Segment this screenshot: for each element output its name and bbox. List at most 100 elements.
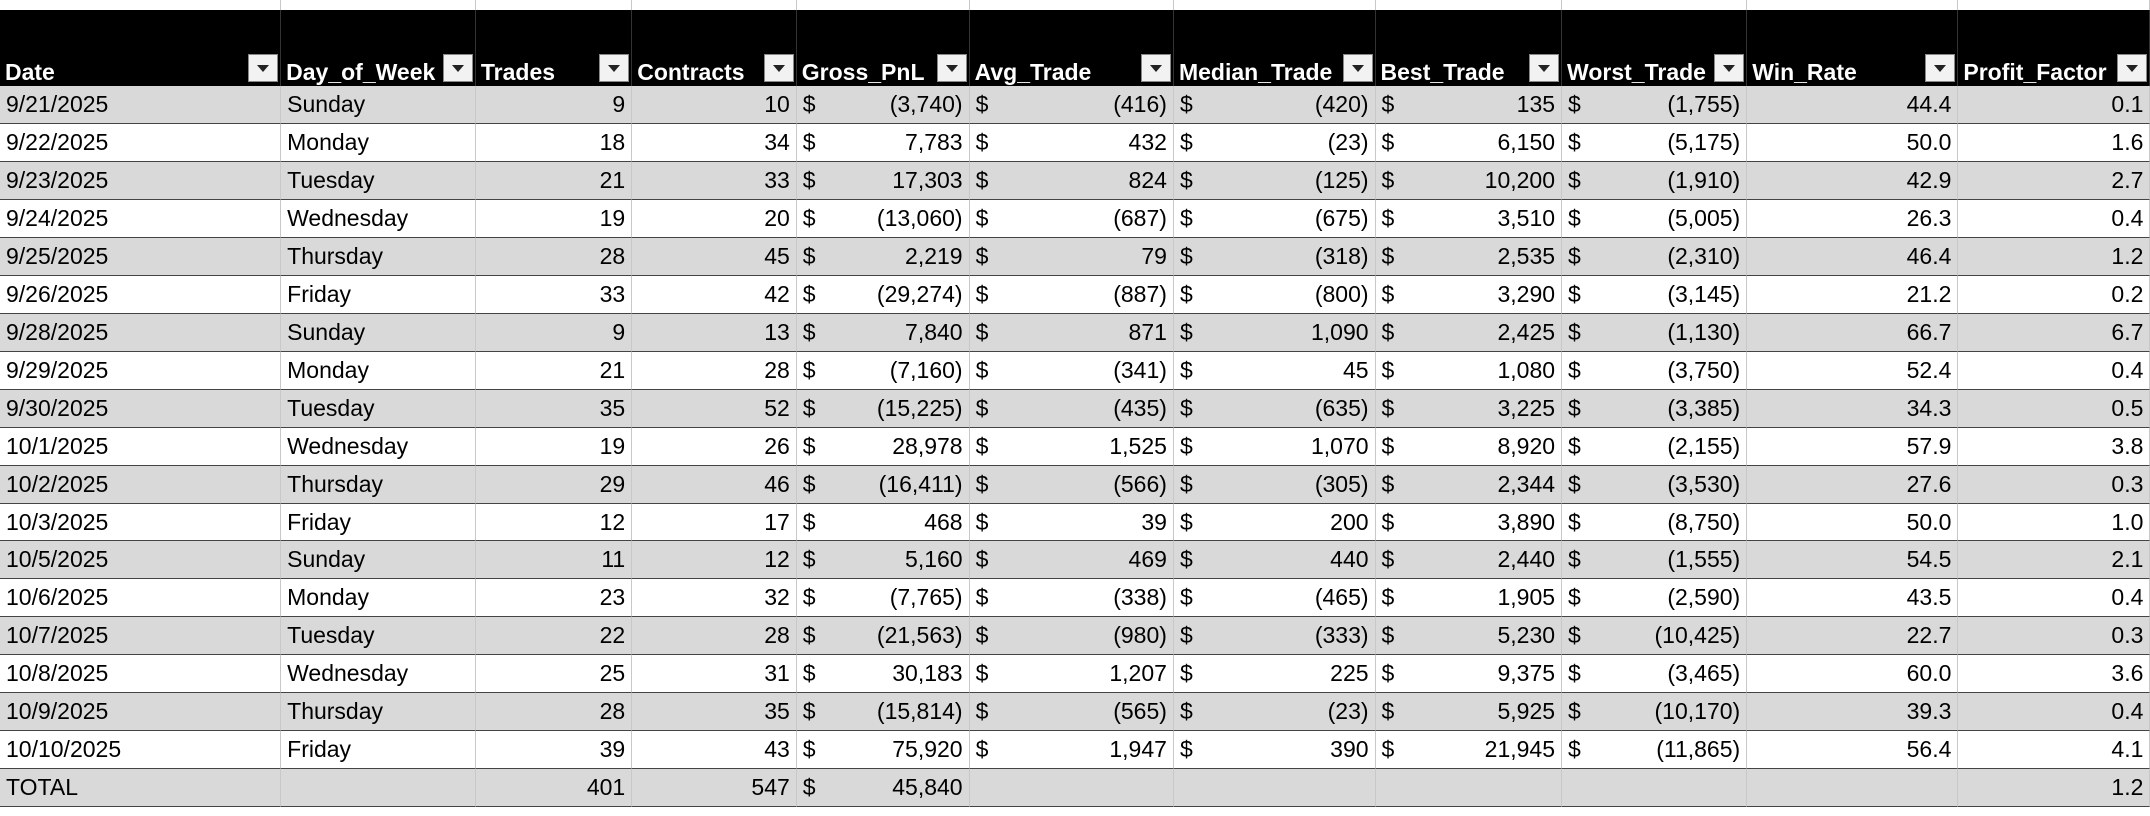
cell-value: (29,274)	[876, 281, 963, 307]
currency-symbol: $	[802, 508, 816, 535]
table-cell: 50.0	[1747, 503, 1959, 542]
table-cell: $39	[969, 503, 1174, 542]
table-cell: $8,920	[1375, 427, 1563, 466]
table-cell: Monday	[281, 351, 476, 390]
table-cell: 27.6	[1747, 465, 1959, 504]
currency-symbol: $	[1179, 318, 1193, 345]
table-cell: 56.4	[1747, 731, 1959, 769]
cell-value: (565)	[1113, 698, 1167, 725]
table-cell: 29	[475, 465, 633, 504]
cell-value: 2,440	[1497, 546, 1556, 573]
table-cell: 0.5	[1958, 389, 2150, 428]
table-cell: 28	[475, 238, 633, 276]
table-cell: $ (333)	[1173, 617, 1376, 656]
currency-symbol: $	[1568, 622, 1581, 649]
table-cell: $1,525	[969, 427, 1174, 466]
currency-symbol: $	[1568, 432, 1581, 459]
currency-symbol: $	[975, 205, 989, 232]
blank-cell	[1174, 0, 1376, 10]
table-cell: Wednesday	[281, 200, 476, 239]
column-header: Avg_Trade	[969, 9, 1174, 87]
currency-symbol: $	[802, 773, 816, 800]
table-cell: $225	[1173, 655, 1376, 694]
table-cell: 9/28/2025	[0, 313, 282, 352]
table-cell: $1,090	[1173, 313, 1376, 352]
filter-button[interactable]	[2117, 54, 2148, 83]
filter-button[interactable]	[1140, 54, 1171, 83]
currency-symbol: $	[1568, 546, 1581, 573]
cell-value: (305)	[1314, 470, 1369, 497]
currency-symbol: $	[802, 432, 816, 459]
filter-button[interactable]	[248, 54, 279, 83]
currency-symbol: $	[1381, 508, 1395, 535]
table-cell: TOTAL	[0, 768, 282, 807]
table-cell: Monday	[281, 579, 476, 618]
table-cell: 10/8/2025	[0, 655, 282, 694]
column-header: Day_of_Week	[281, 9, 476, 87]
table-cell: 21.2	[1747, 276, 1959, 314]
table-cell: Friday	[281, 503, 476, 542]
currency-symbol: $	[975, 622, 989, 649]
table-cell: $ (3,145)	[1562, 276, 1748, 314]
table-cell: 10/5/2025	[0, 541, 282, 580]
currency-symbol: $	[975, 243, 989, 270]
table-cell: 50.0	[1747, 124, 1959, 163]
currency-symbol: $	[1381, 167, 1395, 194]
filter-button[interactable]	[936, 54, 967, 83]
currency-symbol: $	[802, 698, 816, 725]
cell-value: (2,590)	[1667, 584, 1741, 611]
cell-value: 79	[1141, 243, 1167, 270]
filter-button[interactable]	[1529, 54, 1560, 83]
table-cell: 547	[632, 768, 797, 807]
cell-value: (635)	[1314, 394, 1369, 421]
table-cell: 66.7	[1747, 313, 1959, 352]
cell-value: 390	[1330, 736, 1369, 763]
table-cell	[969, 768, 1174, 807]
table-cell: Thursday	[281, 693, 476, 732]
currency-symbol: $	[975, 698, 989, 725]
filter-button[interactable]	[1714, 54, 1745, 83]
table-cell: $468	[796, 503, 970, 542]
cell-value: 3,890	[1497, 508, 1556, 535]
cell-value: 2,219	[905, 243, 963, 270]
currency-symbol: $	[1179, 584, 1193, 611]
currency-symbol: $	[1179, 356, 1193, 383]
cell-value: 469	[1128, 546, 1167, 573]
table-cell: 9/22/2025	[0, 124, 282, 163]
currency-symbol: $	[802, 281, 816, 307]
currency-symbol: $	[802, 356, 816, 383]
table-cell: $1,207	[969, 655, 1174, 694]
table-cell: 19	[475, 200, 633, 239]
filter-button[interactable]	[1342, 54, 1373, 83]
cell-value: 1,947	[1109, 736, 1167, 763]
cell-value: 824	[1128, 167, 1167, 194]
cell-value: (416)	[1113, 91, 1167, 118]
filter-button[interactable]	[599, 54, 630, 83]
filter-button[interactable]	[1925, 54, 1956, 83]
table-cell: $135	[1375, 86, 1563, 125]
cell-value: 871	[1128, 318, 1167, 345]
table-cell: $ (10,425)	[1562, 617, 1748, 656]
table-cell: Tuesday	[281, 162, 476, 201]
cell-value: (333)	[1314, 622, 1369, 649]
table-cell: 10/3/2025	[0, 503, 282, 542]
cell-value: 3,510	[1497, 205, 1556, 232]
table-cell: $10,200	[1375, 162, 1563, 201]
table-cell: $1,070	[1173, 427, 1376, 466]
filter-button[interactable]	[442, 54, 473, 83]
table-cell: $ (3,530)	[1562, 465, 1748, 504]
table-cell: Wednesday	[281, 427, 476, 466]
currency-symbol: $	[802, 91, 816, 118]
table-cell: $ (5,175)	[1562, 124, 1748, 163]
filter-button[interactable]	[763, 54, 794, 83]
table-cell: $469	[969, 541, 1174, 580]
cell-value: 7,783	[905, 129, 963, 156]
cell-value: (5,005)	[1667, 205, 1741, 232]
table-cell: 2.7	[1958, 162, 2150, 201]
table-cell: $7,840	[796, 313, 970, 352]
table-cell: 10/7/2025	[0, 617, 282, 656]
currency-symbol: $	[1381, 584, 1395, 611]
table-cell: 22.7	[1747, 617, 1959, 656]
table-cell: 39.3	[1747, 693, 1959, 732]
table-cell	[1747, 768, 1959, 807]
